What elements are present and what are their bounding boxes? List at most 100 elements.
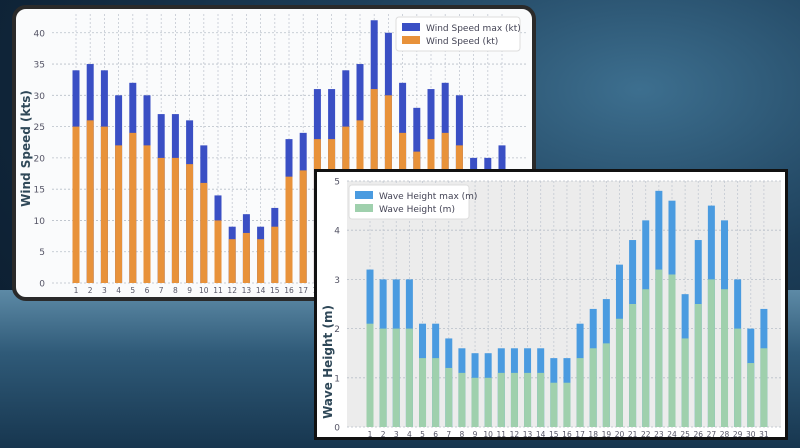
x-tick-label: 4 xyxy=(407,430,412,437)
x-tick-label: 6 xyxy=(433,430,438,437)
bar-mean xyxy=(171,157,179,283)
y-tick-label: 4 xyxy=(334,227,340,237)
bar-mean xyxy=(115,145,123,283)
x-tick-label: 21 xyxy=(628,430,638,437)
wave-height-chart: 0 1 2 3 4 5 1 2 3 4 5 6 7 8 9 10 11 12 13 14 15 16 17 18 19 20 21 2… xyxy=(314,169,788,440)
y-tick-label: 1 xyxy=(334,374,340,384)
bar-mean xyxy=(655,269,663,427)
bar-mean xyxy=(445,367,453,427)
x-tick-label: 15 xyxy=(270,286,280,295)
bar-mean xyxy=(214,220,222,283)
x-tick-label: 8 xyxy=(460,430,465,437)
x-tick-label: 16 xyxy=(562,430,572,437)
bar-mean xyxy=(537,372,545,427)
y-tick-label: 35 xyxy=(34,61,45,71)
x-tick-label: 9 xyxy=(187,286,192,295)
bar-mean xyxy=(471,377,479,427)
x-tick-label: 31 xyxy=(759,430,769,437)
x-tick-label: 8 xyxy=(173,286,178,295)
x-tick-label: 17 xyxy=(298,286,308,295)
x-tick-label: 10 xyxy=(199,286,209,295)
bar-mean xyxy=(602,343,610,427)
x-tick-label: 1 xyxy=(74,286,79,295)
bar-mean xyxy=(707,279,715,427)
legend-label: Wind Speed max (kt) xyxy=(426,24,521,34)
x-tick-label: 13 xyxy=(523,430,533,437)
x-tick-label: 22 xyxy=(641,430,651,437)
bar-mean xyxy=(760,348,768,427)
bar-mean xyxy=(100,126,108,284)
y-tick-label: 25 xyxy=(34,123,45,133)
legend-label: Wind Speed (kt) xyxy=(426,37,498,47)
x-tick-label: 5 xyxy=(420,430,425,437)
bar-mean xyxy=(143,145,151,283)
bar-mean xyxy=(186,164,194,283)
x-tick-label: 3 xyxy=(394,430,399,437)
bar-mean xyxy=(257,239,265,283)
y-tick-label: 3 xyxy=(334,276,340,286)
x-tick-label: 7 xyxy=(446,430,451,437)
bar-mean xyxy=(563,382,571,427)
x-tick-label: 4 xyxy=(116,286,121,295)
bar-mean xyxy=(285,176,293,283)
legend-swatch xyxy=(402,36,420,44)
legend xyxy=(395,16,521,52)
x-tick-label: 10 xyxy=(483,430,493,437)
bar-mean xyxy=(734,328,742,427)
bar-mean xyxy=(299,170,307,283)
bar-mean xyxy=(629,304,637,427)
bar-mean xyxy=(484,377,492,427)
y-tick-label: 0 xyxy=(39,280,45,290)
bar-mean xyxy=(200,182,208,283)
x-tick-label: 2 xyxy=(381,430,386,437)
legend-label: Wave Height max (m) xyxy=(379,192,477,202)
x-tick-label: 11 xyxy=(213,286,223,295)
x-tick-label: 14 xyxy=(256,286,266,295)
bar-mean xyxy=(405,328,413,427)
y-tick-label: 0 xyxy=(334,424,340,434)
x-tick-label: 19 xyxy=(602,430,612,437)
x-tick-label: 23 xyxy=(654,430,664,437)
bar-mean xyxy=(721,289,729,427)
x-tick-label: 29 xyxy=(733,430,743,437)
bar-mean xyxy=(86,120,94,283)
x-tick-label: 11 xyxy=(497,430,507,437)
y-tick-label: 5 xyxy=(334,178,340,188)
bar-mean xyxy=(668,274,676,427)
y-tick-label: 30 xyxy=(34,92,46,102)
legend-swatch xyxy=(355,204,373,212)
x-tick-label: 15 xyxy=(549,430,559,437)
bar-mean xyxy=(392,328,400,427)
x-tick-label: 20 xyxy=(615,430,625,437)
bar-mean xyxy=(458,372,466,427)
x-tick-label: 7 xyxy=(159,286,164,295)
x-tick-label: 18 xyxy=(588,430,598,437)
x-tick-label: 14 xyxy=(536,430,546,437)
bar-mean xyxy=(524,372,532,427)
x-tick-label: 12 xyxy=(227,286,237,295)
y-tick-label: 40 xyxy=(34,29,46,39)
x-tick-label: 28 xyxy=(720,430,730,437)
x-tick-label: 17 xyxy=(575,430,585,437)
bar-mean xyxy=(589,348,597,427)
bar-mean xyxy=(615,318,623,427)
y-tick-label: 10 xyxy=(34,217,46,227)
bar-mean xyxy=(379,328,387,427)
bar-mean xyxy=(129,132,137,283)
bar-mean xyxy=(576,358,584,427)
bar-mean xyxy=(550,382,558,427)
x-tick-label: 12 xyxy=(510,430,520,437)
bar-mean xyxy=(747,363,755,427)
bar-mean xyxy=(497,372,505,427)
bar-mean xyxy=(432,358,440,427)
bar-mean xyxy=(642,289,650,427)
x-tick-label: 1 xyxy=(368,430,373,437)
x-tick-label: 3 xyxy=(102,286,107,295)
x-tick-label: 26 xyxy=(693,430,703,437)
legend-swatch xyxy=(355,191,373,199)
bar-mean xyxy=(510,372,518,427)
legend xyxy=(348,184,470,220)
bar-mean xyxy=(366,323,374,427)
y-axis-label: Wave Height (m) xyxy=(321,305,335,419)
y-tick-label: 2 xyxy=(334,325,340,335)
